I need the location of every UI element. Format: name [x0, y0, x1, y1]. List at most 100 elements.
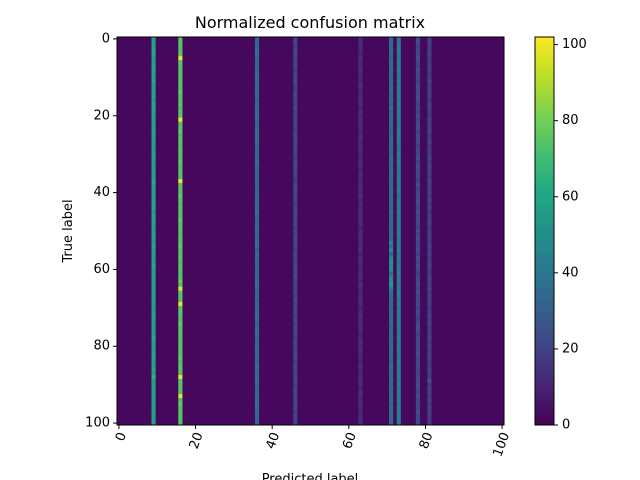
- heatmap-cell: [415, 148, 421, 153]
- heatmap-cell: [254, 355, 260, 360]
- heatmap-cell: [178, 52, 183, 57]
- heatmap-cell: [178, 382, 183, 387]
- heatmap-cell: [254, 156, 260, 161]
- heatmap-cell: [427, 409, 432, 414]
- heatmap-cell: [415, 63, 421, 69]
- heatmap-cell: [178, 225, 183, 230]
- heatmap-cell: [358, 75, 363, 80]
- heatmap-cell: [293, 37, 298, 42]
- heatmap-cell: [396, 117, 401, 122]
- heatmap-cell: [415, 106, 421, 111]
- heatmap-cell: [178, 206, 183, 211]
- heatmap-cell: [151, 248, 156, 253]
- heatmap-cell: [358, 167, 363, 172]
- heatmap-cell: [293, 52, 298, 57]
- heatmap-cell: [151, 202, 156, 207]
- heatmap-cell: [178, 259, 183, 264]
- heatmap-cell: [427, 190, 432, 195]
- heatmap-cell: [178, 125, 183, 130]
- heatmap-cell: [293, 56, 298, 61]
- heatmap-cell: [293, 198, 298, 203]
- heatmap-cell: [293, 94, 298, 99]
- heatmap-cell: [293, 186, 298, 191]
- heatmap-cell: [389, 44, 394, 49]
- heatmap-cell: [396, 202, 401, 207]
- heatmap-cell: [151, 382, 156, 387]
- heatmap-cell: [151, 390, 156, 395]
- heatmap-cell: [358, 217, 363, 222]
- heatmap-cell: [178, 344, 183, 349]
- heatmap-cell: [358, 83, 363, 88]
- heatmap-cell: [293, 175, 298, 180]
- heatmap-cell: [151, 309, 156, 314]
- heatmap-cell: [427, 83, 432, 88]
- heatmap-cell: [178, 409, 183, 414]
- heatmap-cell: [396, 375, 401, 380]
- heatmap-cell: [151, 140, 156, 145]
- heatmap-cell: [178, 244, 183, 249]
- heatmap-cell: [254, 405, 260, 410]
- heatmap-cell: [427, 75, 432, 80]
- heatmap-cell: [427, 267, 432, 272]
- heatmap-cell: [415, 167, 421, 172]
- heatmap-cell: [151, 206, 156, 211]
- heatmap-cell: [151, 94, 156, 99]
- heatmap-cell: [427, 102, 432, 107]
- heatmap-cell: [254, 344, 260, 349]
- heatmap-cell: [396, 275, 401, 280]
- heatmap-cell: [358, 106, 363, 111]
- heatmap-cell: [358, 413, 363, 418]
- heatmap-cell: [427, 421, 432, 426]
- heatmap-cell: [254, 163, 260, 168]
- heatmap-cell: [178, 309, 183, 314]
- heatmap-cell: [178, 109, 183, 115]
- heatmap-cell: [151, 371, 156, 376]
- heatmap-cell: [396, 255, 401, 261]
- heatmap-cell: [254, 179, 260, 184]
- heatmap-cell: [254, 48, 260, 53]
- heatmap-cell: [178, 198, 183, 203]
- heatmap-cell: [415, 121, 421, 126]
- heatmap-cell: [293, 275, 298, 280]
- heatmap-cell: [178, 163, 183, 168]
- heatmap-cell: [396, 340, 401, 345]
- heatmap-cell: [151, 198, 156, 203]
- heatmap-cell: [254, 109, 260, 115]
- heatmap-cell: [358, 417, 363, 422]
- heatmap-cell: [178, 202, 183, 207]
- heatmap-cell: [415, 344, 421, 349]
- heatmap-cell: [358, 152, 363, 157]
- heatmap-cell: [415, 236, 421, 241]
- heatmap-cell: [293, 367, 298, 372]
- heatmap-cell: [389, 244, 394, 249]
- heatmap-cell: [415, 421, 421, 426]
- heatmap-cell: [254, 171, 260, 176]
- heatmap-cell: [427, 182, 432, 188]
- heatmap-cell: [415, 255, 421, 261]
- y-tick-label: 20: [93, 108, 110, 123]
- heatmap-cell: [178, 152, 183, 157]
- heatmap-cell: [427, 290, 432, 295]
- heatmap-cell: [389, 79, 394, 84]
- heatmap-cell: [254, 394, 260, 399]
- heatmap-cell: [415, 182, 421, 188]
- heatmap-cell: [427, 140, 432, 145]
- heatmap-cell: [427, 355, 432, 360]
- heatmap-cell: [293, 421, 298, 426]
- heatmap-cell: [427, 175, 432, 180]
- heatmap-cell: [254, 140, 260, 145]
- heatmap-cell: [178, 121, 183, 126]
- heatmap-cell: [293, 83, 298, 88]
- heatmap-cell: [293, 159, 298, 165]
- heatmap-cell: [396, 109, 401, 115]
- heatmap-cell: [415, 75, 421, 80]
- heatmap-cell: [389, 60, 394, 65]
- heatmap-cell: [396, 217, 401, 222]
- heatmap-cell: [427, 259, 432, 264]
- heatmap-cell: [178, 129, 183, 134]
- heatmap-cell: [396, 328, 401, 334]
- heatmap-cell: [389, 102, 394, 107]
- heatmap-cell: [389, 352, 394, 357]
- heatmap-cell: [396, 190, 401, 195]
